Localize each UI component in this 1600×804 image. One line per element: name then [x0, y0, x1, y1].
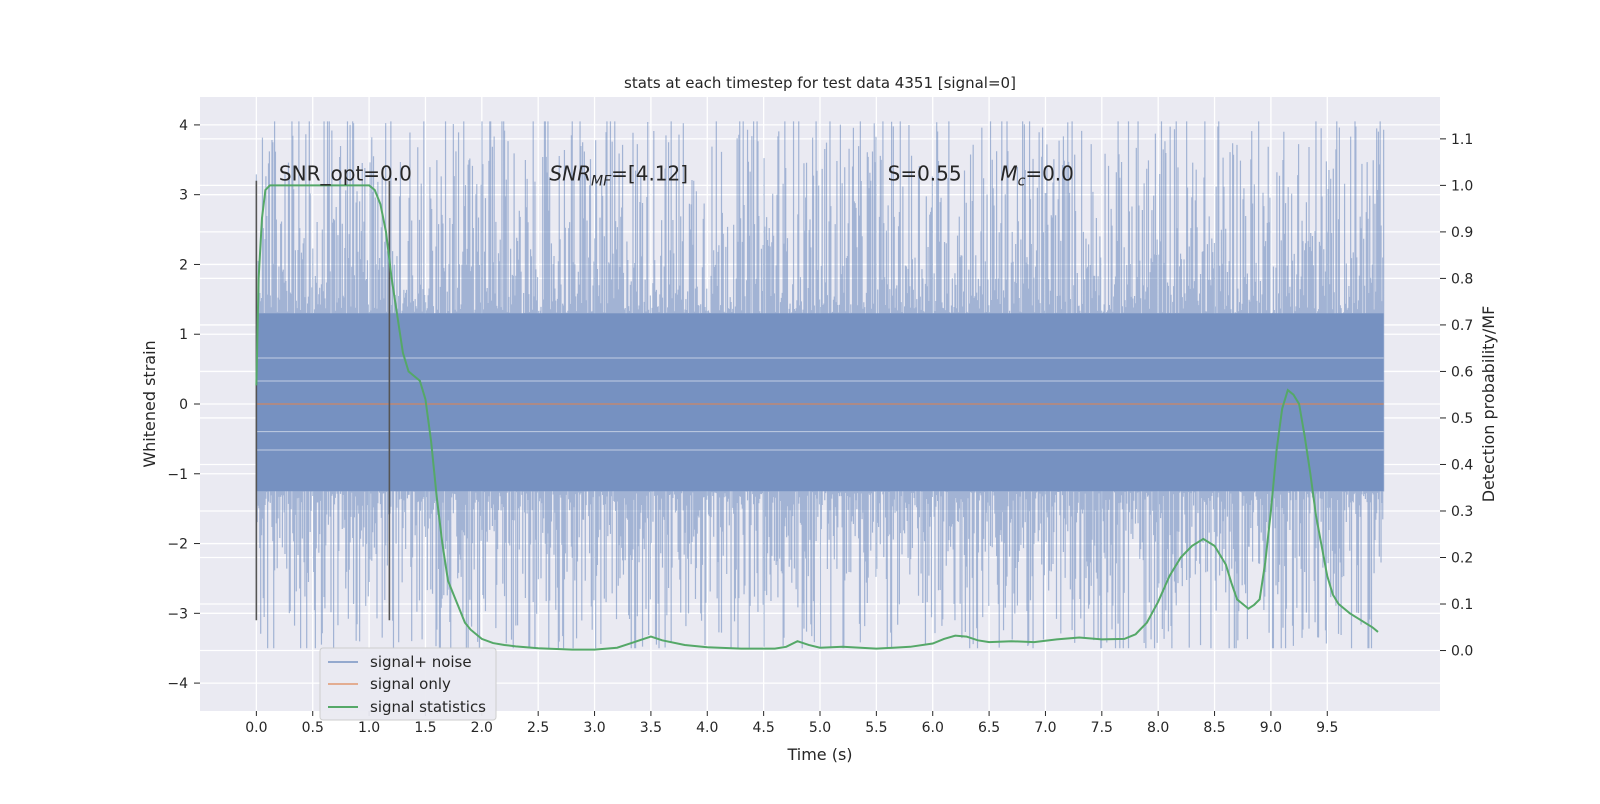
annotation-1: SNRMF=[4.12]: [549, 162, 688, 190]
x-tick-label-8: 4.0: [696, 720, 718, 736]
y2-tick-label-11: 1.1: [1451, 132, 1473, 148]
annotation-3: Mc=0.0: [1000, 162, 1074, 190]
x-tick-label-5: 2.5: [527, 720, 549, 736]
x-tick-label-18: 9.0: [1260, 720, 1282, 736]
y2-tick-label-6: 0.6: [1451, 364, 1473, 380]
y2-tick-label-4: 0.4: [1451, 457, 1473, 473]
y2-tick-label-10: 1.0: [1451, 178, 1473, 194]
legend: signal+ noise signal only signal statist…: [319, 647, 497, 721]
y2-ticks: 0.0 0.1 0.2 0.3 0.4 0.5 0.6 0.7 0.8 0.9 1.0 1.1: [1440, 132, 1473, 660]
x-tick-label-7: 3.5: [640, 720, 662, 736]
legend-box: [319, 647, 497, 721]
noise-band: [256, 313, 1384, 492]
legend-label-1: signal only: [370, 675, 451, 693]
y2-tick-label-9: 0.9: [1451, 225, 1473, 241]
legend-label-0: signal+ noise: [370, 653, 472, 671]
x-tick-label-19: 9.5: [1316, 720, 1338, 736]
annotation-0: SNR_opt=0.0: [279, 162, 412, 186]
x-axis-label: Time (s): [786, 745, 852, 764]
x-ticks: 0.0 0.5 1.0 1.5 2.0 2.5 3.0 3.5 4.0 4.5 5.0 5.5 6.0 6…: [245, 711, 1338, 736]
y-tick-label-4: 0: [179, 397, 188, 413]
y2-tick-label-8: 0.8: [1451, 271, 1473, 287]
annotation-2: S=0.55: [888, 162, 962, 186]
y-axis-label: Whitened strain: [140, 340, 159, 467]
y-tick-label-3: −1: [167, 467, 188, 483]
x-tick-label-11: 5.5: [865, 720, 887, 736]
x-tick-label-0: 0.0: [245, 720, 267, 736]
x-tick-label-17: 8.5: [1203, 720, 1225, 736]
y-tick-label-8: 4: [179, 118, 188, 134]
y-tick-label-1: −3: [167, 606, 188, 622]
legend-label-2: signal statistics: [370, 698, 486, 716]
y2-tick-label-2: 0.2: [1451, 551, 1473, 567]
x-tick-label-1: 0.5: [302, 720, 324, 736]
annotations: SNR_opt=0.0 SNRMF=[4.12] S=0.55 Mc=0.0: [279, 162, 1074, 190]
y-tick-label-0: −4: [167, 676, 188, 692]
x-tick-label-13: 6.5: [978, 720, 1000, 736]
x-tick-label-15: 7.5: [1091, 720, 1113, 736]
y2-tick-label-7: 0.7: [1451, 318, 1473, 334]
y2-tick-label-5: 0.5: [1451, 411, 1473, 427]
x-tick-label-9: 4.5: [753, 720, 775, 736]
y-tick-label-7: 3: [179, 188, 188, 204]
x-tick-label-12: 6.0: [922, 720, 944, 736]
x-tick-label-10: 5.0: [809, 720, 831, 736]
y2-tick-label-3: 0.3: [1451, 504, 1473, 520]
series-signal-noise: [255, 121, 1385, 649]
y-tick-label-6: 2: [179, 257, 188, 273]
x-tick-label-14: 7.0: [1034, 720, 1056, 736]
y-tick-label-2: −2: [167, 537, 188, 553]
x-tick-label-2: 1.0: [358, 720, 380, 736]
chart-title: stats at each timestep for test data 435…: [624, 74, 1016, 92]
y2-tick-label-1: 0.1: [1451, 597, 1473, 613]
y-tick-label-5: 1: [179, 327, 188, 343]
x-tick-label-6: 3.0: [583, 720, 605, 736]
y-ticks: −4 −3 −2 −1 0 1 2 3 4: [167, 118, 200, 692]
series-signal-statistics: [255, 184, 1379, 651]
y2-axis-label: Detection probability/MF: [1479, 306, 1498, 503]
y2-tick-label-0: 0.0: [1451, 644, 1473, 660]
signal-statistics-line: [255, 184, 1379, 651]
x-tick-label-16: 8.0: [1147, 720, 1169, 736]
x-tick-label-3: 1.5: [414, 720, 436, 736]
x-tick-label-4: 2.0: [471, 720, 493, 736]
